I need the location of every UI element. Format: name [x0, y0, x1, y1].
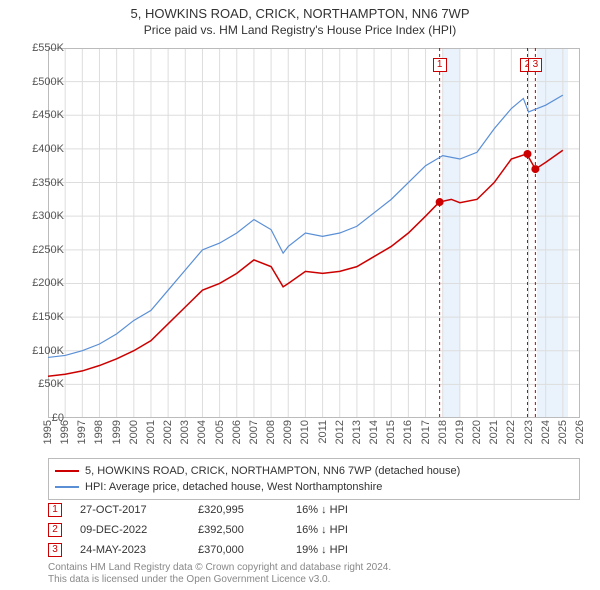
x-tick-label: 2005: [214, 420, 226, 444]
event-row: 3 24-MAY-2023 £370,000 19% ↓ HPI: [48, 540, 580, 560]
x-tick-label: 2026: [574, 420, 586, 444]
x-tick-label: 2025: [557, 420, 569, 444]
event-number-box: 3: [48, 543, 62, 557]
y-tick-label: £450K: [32, 109, 64, 121]
x-tick-label: 2021: [488, 420, 500, 444]
x-tick-label: 2007: [248, 420, 260, 444]
x-tick-label: 1997: [76, 420, 88, 444]
y-tick-label: £300K: [32, 210, 64, 222]
legend-label: HPI: Average price, detached house, West…: [85, 479, 382, 495]
event-hpi: 16% ↓ HPI: [296, 500, 396, 520]
legend-item: HPI: Average price, detached house, West…: [55, 479, 573, 495]
y-tick-label: £100K: [32, 345, 64, 357]
x-tick-label: 2017: [420, 420, 432, 444]
x-tick-label: 2002: [162, 420, 174, 444]
x-tick-label: 2011: [317, 420, 329, 444]
footer-line-1: Contains HM Land Registry data © Crown c…: [48, 562, 580, 574]
x-tick-label: 1995: [42, 420, 54, 444]
x-tick-label: 2015: [385, 420, 397, 444]
x-tick-label: 2022: [505, 420, 517, 444]
x-tick-label: 2008: [265, 420, 277, 444]
x-tick-label: 2010: [299, 420, 311, 444]
event-date: 27-OCT-2017: [80, 500, 180, 520]
x-tick-label: 2001: [145, 420, 157, 444]
x-tick-label: 1996: [59, 420, 71, 444]
event-marker-1: 1: [433, 58, 447, 72]
event-hpi: 16% ↓ HPI: [296, 520, 396, 540]
event-price: £370,000: [198, 540, 278, 560]
x-tick-label: 2006: [231, 420, 243, 444]
event-price: £392,500: [198, 520, 278, 540]
footer-line-2: This data is licensed under the Open Gov…: [48, 574, 580, 586]
x-tick-label: 2000: [128, 420, 140, 444]
y-tick-label: £500K: [32, 76, 64, 88]
x-tick-label: 2009: [282, 420, 294, 444]
y-tick-label: £550K: [32, 42, 64, 54]
chart-container: 5, HOWKINS ROAD, CRICK, NORTHAMPTON, NN6…: [0, 0, 600, 590]
event-number-box: 1: [48, 503, 62, 517]
y-tick-label: £150K: [32, 311, 64, 323]
event-price: £320,995: [198, 500, 278, 520]
x-tick-label: 2020: [471, 420, 483, 444]
event-number-box: 2: [48, 523, 62, 537]
legend-label: 5, HOWKINS ROAD, CRICK, NORTHAMPTON, NN6…: [85, 463, 460, 479]
x-tick-label: 2018: [437, 420, 449, 444]
events-table: 1 27-OCT-2017 £320,995 16% ↓ HPI 2 09-DEC-202…: [48, 500, 580, 560]
event-row: 2 09-DEC-2022 £392,500 16% ↓ HPI: [48, 520, 580, 540]
chart-title: 5, HOWKINS ROAD, CRICK, NORTHAMPTON, NN6…: [0, 6, 600, 21]
x-tick-label: 2013: [351, 420, 363, 444]
legend-swatch: [55, 470, 79, 472]
y-tick-label: £250K: [32, 244, 64, 256]
event-hpi: 19% ↓ HPI: [296, 540, 396, 560]
chart-subtitle: Price paid vs. HM Land Registry's House …: [0, 23, 600, 37]
chart-svg: [48, 48, 580, 418]
x-tick-label: 2016: [402, 420, 414, 444]
event-date: 09-DEC-2022: [80, 520, 180, 540]
x-tick-label: 1999: [111, 420, 123, 444]
y-tick-label: £350K: [32, 177, 64, 189]
event-date: 24-MAY-2023: [80, 540, 180, 560]
event-marker-3: 3: [528, 58, 542, 72]
x-tick-label: 1998: [93, 420, 105, 444]
x-tick-label: 2019: [454, 420, 466, 444]
attribution-footer: Contains HM Land Registry data © Crown c…: [48, 562, 580, 586]
y-tick-label: £200K: [32, 277, 64, 289]
y-tick-label: £400K: [32, 143, 64, 155]
event-row: 1 27-OCT-2017 £320,995 16% ↓ HPI: [48, 500, 580, 520]
legend-item: 5, HOWKINS ROAD, CRICK, NORTHAMPTON, NN6…: [55, 463, 573, 479]
x-tick-label: 2023: [523, 420, 535, 444]
y-tick-label: £50K: [38, 378, 64, 390]
legend: 5, HOWKINS ROAD, CRICK, NORTHAMPTON, NN6…: [48, 458, 580, 500]
x-tick-label: 2012: [334, 420, 346, 444]
chart-area: [48, 48, 580, 418]
title-block: 5, HOWKINS ROAD, CRICK, NORTHAMPTON, NN6…: [0, 0, 600, 37]
x-tick-label: 2004: [196, 420, 208, 444]
x-tick-label: 2003: [179, 420, 191, 444]
x-tick-label: 2024: [540, 420, 552, 444]
legend-swatch: [55, 486, 79, 488]
x-tick-label: 2014: [368, 420, 380, 444]
